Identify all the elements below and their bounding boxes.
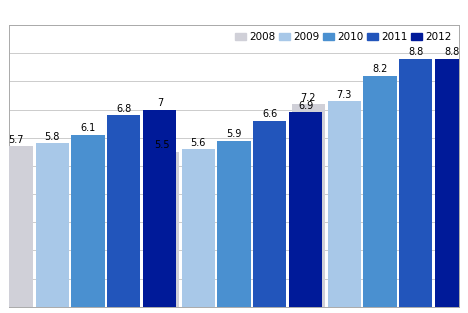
Legend: 2008, 2009, 2010, 2011, 2012: 2008, 2009, 2010, 2011, 2012 (234, 30, 453, 44)
Text: 6.6: 6.6 (263, 110, 278, 119)
Bar (107, 115, 140, 307)
Text: 5.7: 5.7 (8, 135, 24, 145)
Bar (182, 149, 215, 307)
Text: 6.8: 6.8 (117, 104, 132, 114)
Text: 5.9: 5.9 (227, 129, 241, 139)
Text: 8.2: 8.2 (373, 64, 388, 74)
Text: 7.2: 7.2 (300, 93, 316, 102)
Bar (289, 112, 322, 307)
Bar (435, 59, 468, 307)
Bar (328, 101, 361, 307)
Bar (0, 146, 33, 307)
Text: 8.8: 8.8 (409, 48, 424, 57)
Bar (292, 104, 325, 307)
Bar (72, 135, 104, 307)
Bar (253, 121, 286, 307)
Bar (143, 110, 176, 307)
Bar (218, 141, 250, 307)
Text: 5.8: 5.8 (44, 132, 60, 142)
Text: 8.8: 8.8 (444, 48, 460, 57)
Bar (364, 76, 396, 307)
Text: 7.3: 7.3 (336, 90, 352, 100)
Text: 7: 7 (157, 98, 163, 108)
Text: 5.5: 5.5 (154, 141, 170, 150)
Bar (146, 152, 179, 307)
Text: 6.9: 6.9 (298, 101, 314, 111)
Text: 6.1: 6.1 (80, 124, 95, 133)
Text: 5.6: 5.6 (190, 138, 206, 148)
Bar (399, 59, 432, 307)
Bar (36, 143, 69, 307)
